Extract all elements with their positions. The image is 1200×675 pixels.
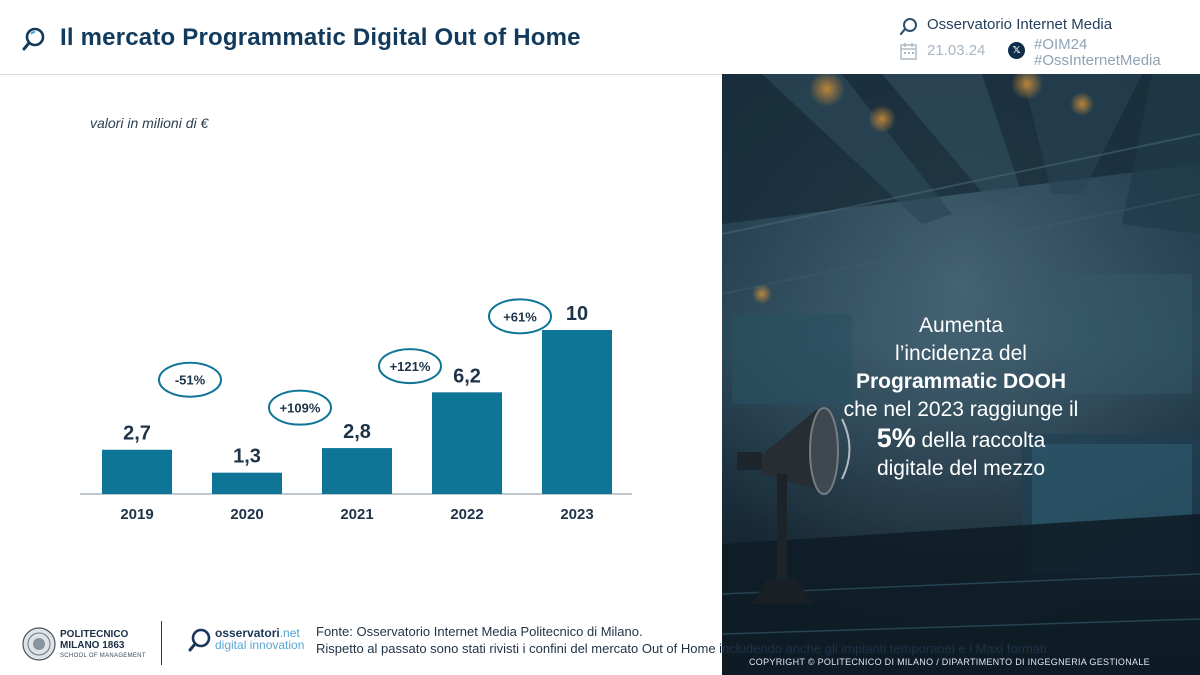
x-tick-2020: 2020 (230, 506, 263, 523)
callout-line-6: digitale del mezzo (876, 457, 1046, 480)
hashtag-2[interactable]: #OssInternetMedia (1034, 52, 1161, 69)
hashtags: #OIM24 #OssInternetMedia (1034, 37, 1161, 69)
header: Il mercato Programmatic Digital Out of H… (0, 0, 1200, 75)
growth-ellipse-3 (378, 348, 442, 385)
megaphone-illustration (722, 74, 1200, 675)
page-title: Il mercato Programmatic Digital Out of H… (60, 24, 581, 51)
date-text: 21.03.24 (927, 42, 986, 59)
source-line-1: Fonte: Osservatorio Internet Media Polit… (316, 624, 643, 639)
bar-2022 (432, 392, 502, 494)
bar-2023 (542, 330, 612, 494)
calendar-icon (900, 43, 917, 60)
value-label-2020: 1,3 (233, 446, 261, 468)
x-tick-2023: 2023 (560, 506, 593, 523)
callout-line-3: Programmatic DOOH (855, 370, 1067, 393)
bar-2019 (102, 449, 172, 494)
bar-2021 (322, 448, 392, 494)
callout-line-2: l’incidenza del (895, 342, 1027, 365)
osservatori-logo-text: osservatori.net digital innovation (215, 627, 304, 651)
hashtag-1[interactable]: #OIM24 (1034, 36, 1088, 53)
poli-city: MILANO 1863 (60, 640, 125, 651)
magnifier-logo-icon (22, 27, 45, 51)
brand-name: Osservatorio Internet Media (927, 16, 1113, 33)
source-line-2: Rispetto al passato sono stati rivisti i… (316, 641, 1047, 656)
politecnico-logo-text: POLITECNICO MILANO 1863 SCHOOL OF MANAGE… (60, 629, 146, 662)
growth-ellipse-4 (488, 298, 552, 335)
growth-label-2: +109% (280, 401, 321, 416)
magnifier-icon (900, 18, 917, 35)
callout-line-4: che nel 2023 raggiunge il (843, 398, 1079, 421)
callout-line-5: della raccolta (915, 429, 1046, 452)
x-tick-2022: 2022 (450, 506, 483, 523)
megaphone-shape (737, 407, 851, 604)
value-label-2022: 6,2 (453, 365, 481, 387)
poli-name: POLITECNICO (60, 629, 129, 640)
bar-chart: 2,7 2019 1,3 2020 2,8 2021 6,2 2022 10 2023 -51% +1… (80, 298, 632, 523)
politecnico-seal-icon (22, 627, 56, 661)
callout-line-1: Aumenta (918, 314, 1004, 337)
oss-sub: digital innovation (215, 638, 305, 652)
x-social-icon: 𝕏 (1008, 42, 1025, 59)
copyright: COPYRIGHT © POLITECNICO DI MILANO / DIPA… (749, 657, 1150, 667)
growth-ellipse-2 (268, 389, 332, 426)
growth-label-3: +121% (390, 359, 431, 374)
unit-note: valori in milioni di € (90, 115, 209, 131)
oss-name: osservatori (215, 626, 280, 640)
value-label-2023: 10 (566, 303, 588, 325)
footer-divider (161, 621, 162, 665)
value-label-2019: 2,7 (123, 423, 151, 445)
osservatori-magnifier-icon (188, 628, 211, 652)
x-tick-2021: 2021 (340, 506, 373, 523)
growth-label-1: -51% (175, 373, 206, 388)
poli-school: SCHOOL OF MANAGEMENT (60, 653, 146, 659)
source-note: Fonte: Osservatorio Internet Media Polit… (316, 623, 1047, 657)
growth-ellipse-1 (158, 361, 222, 398)
oss-net: .net (279, 626, 300, 640)
x-tick-2019: 2019 (120, 506, 153, 523)
value-label-2021: 2,8 (343, 421, 371, 443)
callout-text: Aumenta l’incidenza del Programmatic DOO… (722, 312, 1200, 483)
callout-highlight: 5% (876, 423, 916, 453)
bar-2020 (212, 472, 282, 494)
growth-label-4: +61% (503, 309, 537, 324)
